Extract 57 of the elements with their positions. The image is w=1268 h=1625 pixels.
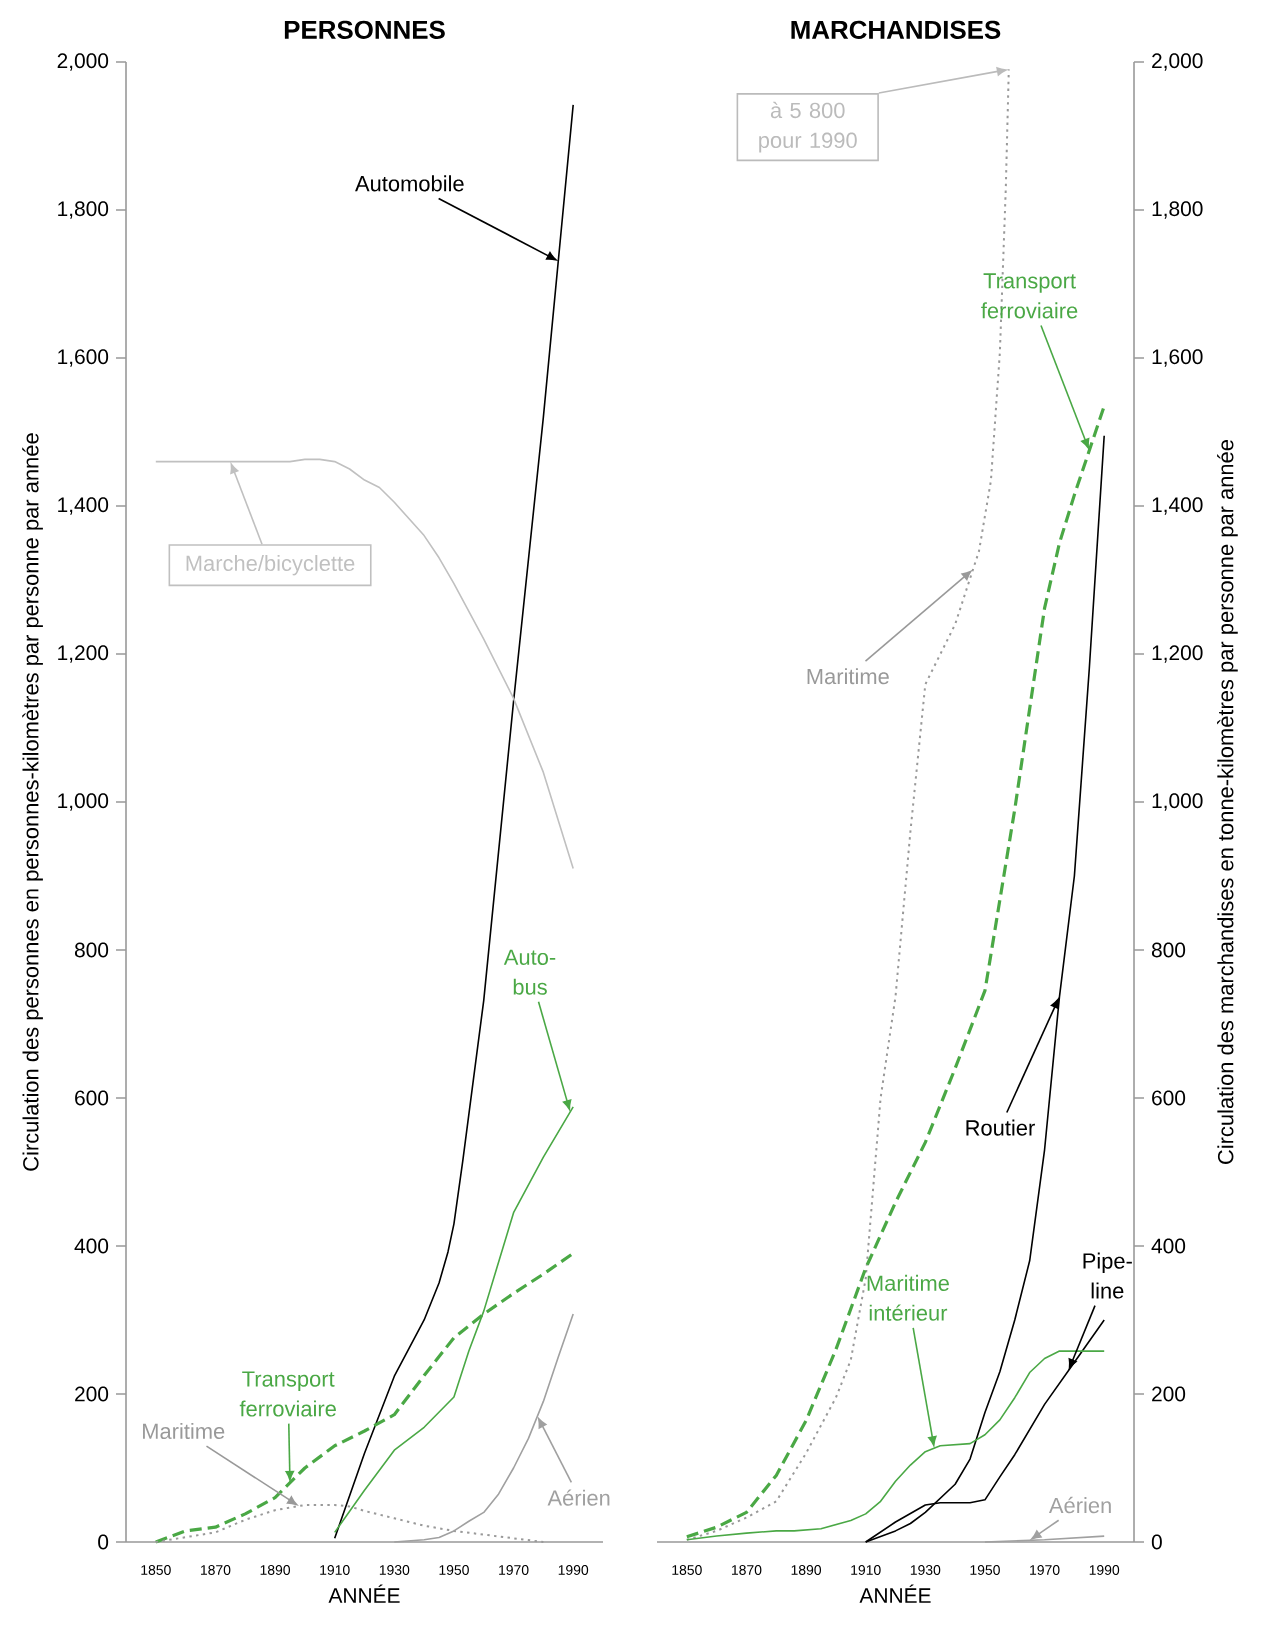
x-tick-label: 1970 xyxy=(499,1565,529,1575)
y2-axis-title: Circulation des marchandises en tonne-kilomètres par personne par année xyxy=(1217,440,1238,1164)
x-tick-label: 1950 xyxy=(970,1565,1000,1575)
y2-tick-label: 1,200 xyxy=(1152,645,1203,663)
y2-tick-label: 1,800 xyxy=(1152,201,1203,219)
x-axis-title: ANNÉE xyxy=(328,1584,400,1603)
text: Transport ferroviaire xyxy=(981,273,1078,319)
series-label: Aérien xyxy=(547,1489,610,1506)
y-axis-title: Circulation des personnes en personnes-kilomètres par personne par année xyxy=(22,433,43,1171)
chart-title: PERSONNES xyxy=(284,20,445,39)
text: Auto-bus xyxy=(503,949,556,995)
x-tick-label: 1930 xyxy=(910,1565,941,1575)
text: Maritime xyxy=(143,1422,225,1440)
y2-tick-label: 0 xyxy=(1151,1534,1162,1550)
y2-tick-label: 200 xyxy=(1152,1386,1186,1402)
x-tick-label: 1990 xyxy=(558,1565,589,1575)
x-tick-label: 1890 xyxy=(791,1565,822,1575)
y-tick-label: 800 xyxy=(74,942,109,958)
y-tick-label: 400 xyxy=(74,1238,109,1254)
y-tick-label: 1,800 xyxy=(58,201,109,219)
y-tick-label: 1,200 xyxy=(58,645,109,663)
x-tick-label: 1930 xyxy=(379,1565,410,1575)
x-tick-label: 1990 xyxy=(1089,1565,1120,1575)
y2-tick-label: 2,000 xyxy=(1152,53,1203,71)
x-tick-label: 1850 xyxy=(141,1565,171,1575)
series-label: Routier xyxy=(966,1119,1035,1136)
y2-tick-label: 1,600 xyxy=(1152,349,1203,367)
series-label: Pipe-line xyxy=(1083,1252,1132,1299)
y2-tick-label: 600 xyxy=(1152,1090,1186,1106)
chart-title: MARCHANDISES xyxy=(791,20,1001,39)
y-tick-label: 200 xyxy=(75,1386,109,1402)
x-tick-label: 1870 xyxy=(200,1565,231,1575)
series-label: Transport ferroviaire xyxy=(239,1371,336,1417)
x-tick-label: 1850 xyxy=(672,1565,702,1575)
y-tick-label: 2,000 xyxy=(57,53,109,71)
x-tick-label: 1910 xyxy=(320,1565,350,1575)
y-tick-label: 1,000 xyxy=(58,793,109,811)
series-label: Maritime xyxy=(807,668,889,685)
text: Marche/bicyclette xyxy=(186,554,355,576)
y-tick-label: 1,400 xyxy=(58,497,109,515)
y2-tick-label: 1,400 xyxy=(1152,497,1203,515)
y-tick-label: 0 xyxy=(98,1534,109,1550)
y2-tick-label: 400 xyxy=(1151,1238,1186,1254)
x-tick-label: 1890 xyxy=(260,1565,291,1575)
annotation: à 5 800 pour 1990 xyxy=(759,101,857,153)
y2-tick-label: 800 xyxy=(1151,942,1186,958)
x-tick-label: 1970 xyxy=(1030,1565,1060,1575)
y-tick-label: 1,600 xyxy=(58,349,109,367)
series-label: Aérien xyxy=(1048,1496,1111,1514)
x-tick-label: 1950 xyxy=(439,1565,469,1575)
x-axis-title: ANNÉE xyxy=(859,1584,931,1603)
y2-tick-label: 1,000 xyxy=(1152,793,1203,811)
x-tick-label: 1910 xyxy=(851,1565,881,1575)
x-tick-label: 1870 xyxy=(731,1565,762,1575)
text: Maritime intérieur xyxy=(867,1274,949,1321)
y-tick-label: 600 xyxy=(75,1090,109,1106)
text: Automobile xyxy=(355,175,464,192)
